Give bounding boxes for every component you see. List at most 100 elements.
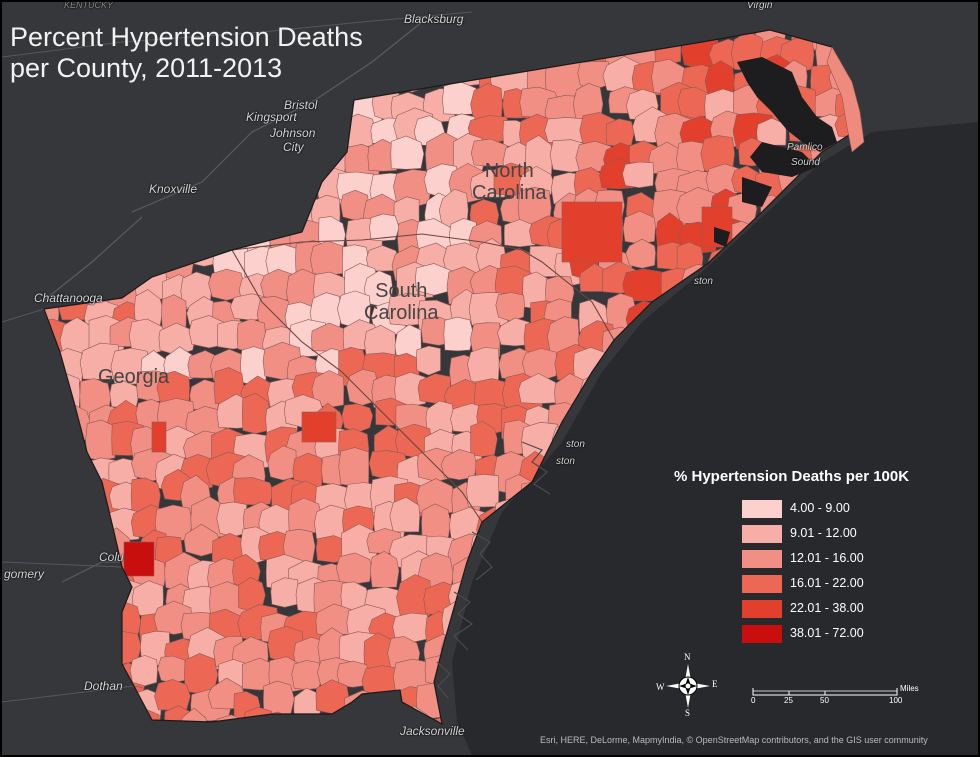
- scale-label: 25: [784, 696, 793, 705]
- outer-banks: [826, 46, 865, 153]
- county[interactable]: [622, 210, 656, 245]
- place-label-jacksonville: Jacksonville: [400, 724, 465, 738]
- county[interactable]: [416, 345, 441, 376]
- map-title: Percent Hypertension Deaths per County, …: [10, 22, 363, 84]
- map-title-line-2: per County, 2011-2013: [10, 53, 283, 83]
- place-label-north-charleston: ston: [556, 456, 575, 467]
- place-label-columbus: Colu: [99, 550, 124, 564]
- county[interactable]: [396, 574, 432, 620]
- county[interactable]: [421, 503, 452, 540]
- place-label-dothan: Dothan: [84, 679, 123, 693]
- place-label-johnson: Johnson: [270, 126, 316, 140]
- legend-title: % Hypertension Deaths per 100K: [674, 468, 910, 485]
- coastal-marsh: [436, 441, 551, 699]
- coastal-sounds: [714, 57, 837, 247]
- place-label-pamlico: Pamlico: [787, 142, 823, 153]
- compass-w: W: [656, 682, 665, 692]
- scale-unit: Miles: [900, 684, 919, 693]
- place-label-knoxville: Knoxville: [149, 182, 198, 196]
- county[interactable]: [158, 322, 196, 356]
- map-credits: Esri, HERE, DeLorme, MapmyIndia, © OpenS…: [540, 735, 928, 745]
- county[interactable]: [369, 550, 400, 588]
- legend-label: 4.00 - 9.00: [790, 501, 850, 515]
- county[interactable]: [470, 421, 498, 457]
- county[interactable]: [335, 552, 372, 585]
- county[interactable]: [341, 403, 374, 433]
- compass-n: N: [684, 652, 691, 662]
- county[interactable]: [301, 411, 337, 443]
- county[interactable]: [270, 577, 300, 608]
- county[interactable]: [625, 238, 656, 269]
- state-label-line: North: [484, 160, 534, 182]
- legend-swatch: [742, 550, 782, 568]
- legend-label: 9.01 - 12.00: [790, 526, 857, 540]
- county[interactable]: [495, 292, 525, 322]
- county[interactable]: [503, 219, 539, 248]
- county[interactable]: [208, 268, 244, 301]
- scale-bar-graphic: [752, 688, 898, 696]
- county[interactable]: [123, 541, 155, 577]
- county[interactable]: [133, 289, 164, 327]
- county[interactable]: [756, 117, 787, 146]
- legend-swatch: [742, 525, 782, 543]
- county[interactable]: [544, 117, 586, 144]
- state-label-south-carolina: South Carolina: [364, 280, 438, 324]
- legend-label: 12.01 - 16.00: [790, 551, 864, 565]
- legend-swatch: [742, 575, 782, 593]
- county[interactable]: [338, 447, 370, 488]
- place-label-bristol: Bristol: [284, 98, 318, 112]
- county[interactable]: [416, 478, 457, 514]
- state-label-line: Carolina: [364, 302, 439, 324]
- place-label-charleston: ston: [566, 439, 585, 450]
- county[interactable]: [369, 213, 400, 242]
- county[interactable]: [367, 138, 399, 172]
- county[interactable]: [154, 679, 191, 711]
- map-legend: % Hypertension Deaths per 100K 4.00 - 9.…: [674, 468, 910, 643]
- map-title-line-1: Percent Hypertension Deaths: [10, 22, 363, 52]
- legend-label: 16.01 - 22.00: [790, 576, 864, 590]
- county[interactable]: [521, 348, 558, 382]
- place-label-virginia: Virgin: [747, 0, 773, 11]
- state-borders: [231, 233, 615, 523]
- county[interactable]: [389, 496, 421, 533]
- county[interactable]: [390, 135, 425, 170]
- county[interactable]: [311, 370, 345, 408]
- state-label-line: South: [375, 280, 428, 302]
- legend-swatch: [742, 625, 782, 643]
- county[interactable]: [443, 316, 474, 352]
- county[interactable]: [129, 655, 158, 687]
- state-label-line: Carolina: [472, 182, 547, 204]
- compass-s: S: [685, 708, 691, 718]
- compass-rose-icon: [666, 664, 710, 708]
- north-arrow: N S E W: [656, 652, 720, 718]
- county[interactable]: [178, 707, 210, 748]
- place-label-wilmington: ston: [694, 276, 713, 287]
- place-label-chattanooga: Chattanooga: [34, 291, 103, 305]
- legend-label: 22.01 - 38.00: [790, 601, 864, 615]
- compass-e: E: [712, 679, 718, 689]
- scale-label: 50: [820, 696, 829, 705]
- county[interactable]: [157, 655, 186, 684]
- county[interactable]: [151, 421, 167, 453]
- county[interactable]: [425, 400, 456, 437]
- state-label-north-carolina: North Carolina: [472, 160, 546, 204]
- county[interactable]: [233, 477, 274, 506]
- place-label-blacksburg: Blacksburg: [404, 12, 464, 26]
- county[interactable]: [622, 161, 654, 189]
- scale-bar: 0 25 50 100 Miles: [750, 684, 930, 708]
- place-label-kentucky: KENTUCKY: [64, 0, 114, 10]
- legend-label: 38.01 - 72.00: [790, 626, 864, 640]
- place-label-montgomery: gomery: [4, 567, 45, 581]
- county[interactable]: [85, 419, 116, 461]
- place-label-sound: Sound: [791, 157, 820, 168]
- county[interactable]: [466, 473, 500, 508]
- scale-label: 0: [751, 696, 756, 705]
- legend-swatch: [742, 500, 782, 518]
- roads: [41, 21, 423, 583]
- county[interactable]: [310, 240, 344, 276]
- county[interactable]: [605, 118, 635, 147]
- place-label-kingsport: Kingsport: [246, 110, 297, 124]
- legend-swatch: [742, 600, 782, 618]
- county[interactable]: [561, 201, 623, 263]
